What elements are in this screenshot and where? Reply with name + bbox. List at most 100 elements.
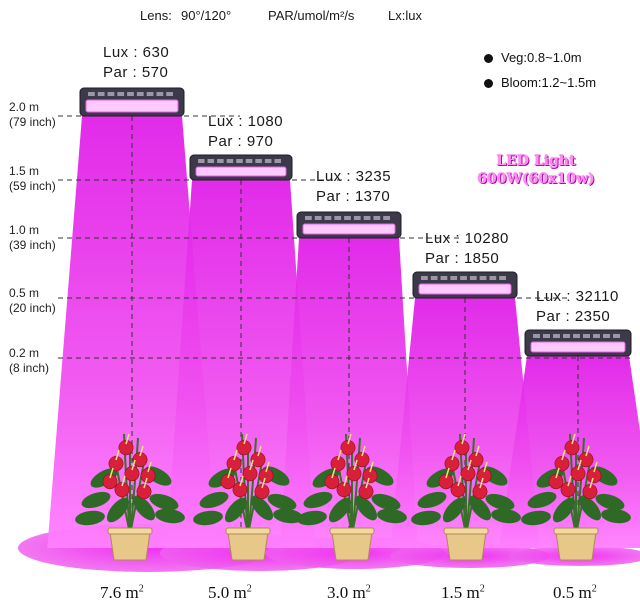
flower-spadix xyxy=(561,449,566,461)
flower xyxy=(354,451,370,468)
par-value: Par : 970 xyxy=(208,133,274,150)
vent-slot xyxy=(97,92,105,96)
vent-slot xyxy=(156,92,164,96)
flower xyxy=(472,483,488,500)
area-value: 0.5 m xyxy=(553,583,592,602)
vent-slot xyxy=(88,92,95,96)
vent-slot xyxy=(136,92,144,96)
lux-value: Lux : 1080 xyxy=(208,113,284,130)
readout-light-4: Lux : 10280 Par : 1850 xyxy=(425,229,509,269)
height-label-0-5m: 0.5 m (20 inch) xyxy=(9,286,56,316)
area-unit-sup: 2 xyxy=(591,583,597,595)
lens-value: 90°/120° xyxy=(181,8,232,23)
flower xyxy=(324,473,340,490)
flower xyxy=(362,467,378,484)
vent-slot xyxy=(373,216,381,220)
flower xyxy=(570,465,586,482)
height-inches: (79 inch) xyxy=(9,115,56,129)
flower-pot xyxy=(445,531,487,561)
led-light-label: LED Light 600W(60x10w) xyxy=(477,152,595,188)
grow-light-panel xyxy=(189,154,293,181)
flower xyxy=(450,481,466,498)
height-meters: 0.2 m xyxy=(9,346,40,360)
lux-unit-label: Lx:lux xyxy=(388,8,422,23)
flower-spadix xyxy=(593,461,598,473)
leaf xyxy=(578,495,602,521)
vent-slot xyxy=(324,216,332,220)
height-label-0-2m: 0.2 m (8 inch) xyxy=(9,346,49,376)
brand-line-2: 600W(60x10w) xyxy=(477,171,595,187)
bullet-icon xyxy=(484,79,493,89)
leaf xyxy=(485,493,515,511)
flower xyxy=(140,467,156,484)
flower-spadix xyxy=(121,475,126,487)
vent-slot xyxy=(334,216,342,220)
leaf xyxy=(193,510,223,526)
leaf xyxy=(442,497,466,523)
leaf xyxy=(224,497,248,523)
flower xyxy=(226,455,242,472)
height-label-2m: 2.0 m (79 inch) xyxy=(9,100,56,130)
flower-spadix xyxy=(353,459,358,471)
stem xyxy=(129,437,139,535)
flower-spadix xyxy=(571,433,576,445)
vent-slot xyxy=(166,92,173,96)
flower-spadix xyxy=(361,445,366,457)
readout-light-1: Lux : 630 Par : 570 xyxy=(103,43,169,83)
vent-slot xyxy=(107,92,115,96)
flower xyxy=(582,483,598,500)
readout-light-3: Lux : 3235 Par : 1370 xyxy=(316,167,391,207)
leaf xyxy=(250,495,274,521)
flower-spadix xyxy=(261,477,266,489)
legend-bloom: Bloom:1.2~1.5m xyxy=(484,75,596,90)
vent-slot xyxy=(469,276,477,280)
vent-slot xyxy=(207,159,215,163)
height-label-1m: 1.0 m (39 inch) xyxy=(9,223,56,253)
flower-spadix xyxy=(143,477,148,489)
leaf xyxy=(149,493,179,511)
flower xyxy=(232,481,248,498)
flower xyxy=(468,451,484,468)
vent-slot xyxy=(489,276,497,280)
stem xyxy=(575,437,585,535)
flower xyxy=(118,439,134,456)
vent-slot xyxy=(198,159,205,163)
leaf xyxy=(521,510,551,526)
area-value: 3.0 m xyxy=(327,583,366,602)
area-value: 5.0 m xyxy=(208,583,247,602)
height-inches: (20 inch) xyxy=(9,301,56,315)
vent-slot xyxy=(363,216,371,220)
bullet-icon xyxy=(484,54,493,64)
potted-plant xyxy=(75,433,185,561)
flower-spadix xyxy=(331,467,336,479)
potted-plant xyxy=(411,433,521,561)
height-meters: 1.0 m xyxy=(9,223,40,237)
vent-slot xyxy=(583,334,590,338)
vent-slot xyxy=(127,92,134,96)
flower xyxy=(242,465,258,482)
par-unit-label: PAR/umol/m²/s xyxy=(268,8,355,23)
flower-spadix xyxy=(233,449,238,461)
flower-spadix xyxy=(365,477,370,489)
flower-spadix xyxy=(585,445,590,457)
flower-spadix xyxy=(227,467,232,479)
flower-spadix xyxy=(257,445,262,457)
flower-pot xyxy=(555,531,597,561)
flower-spadix xyxy=(243,433,248,445)
area-unit-sup: 2 xyxy=(479,583,485,595)
flower xyxy=(560,481,576,498)
vent-slot xyxy=(383,216,390,220)
leaf xyxy=(371,493,401,511)
area-value: 1.5 m xyxy=(441,583,480,602)
lens-label: Lens: xyxy=(140,8,172,23)
vent-slot xyxy=(305,216,312,220)
flower-spadix xyxy=(239,475,244,487)
leaf xyxy=(75,510,105,526)
flower-spadix xyxy=(147,461,152,473)
vent-slot xyxy=(460,276,467,280)
flower xyxy=(114,481,130,498)
flower-spadix xyxy=(139,445,144,457)
flower-spadix xyxy=(475,445,480,457)
grow-light-panel xyxy=(412,271,518,299)
flower xyxy=(108,455,124,472)
